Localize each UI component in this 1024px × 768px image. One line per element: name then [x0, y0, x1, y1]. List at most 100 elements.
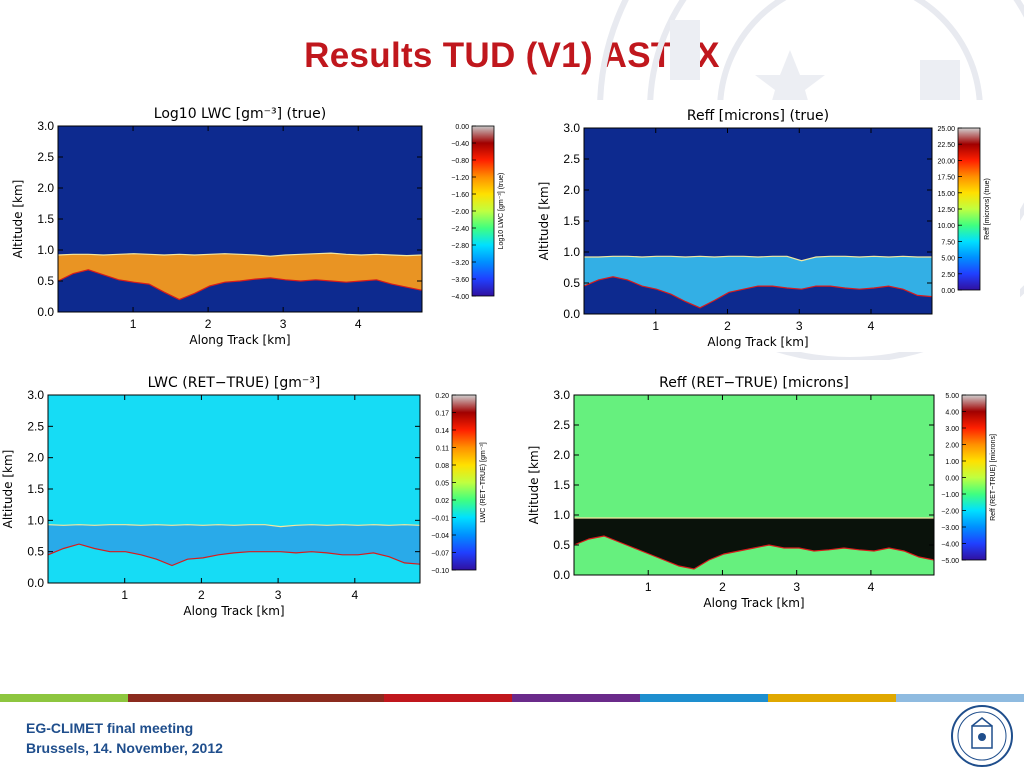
chart-panel-4: 0.0 0.5 1.0 1.5 2.0 2.5 3.0 1 2 3 4 Reff (RET−TRUE)… — [527, 370, 1020, 620]
plot-background — [48, 395, 420, 583]
y-tick-label: 1.5 — [553, 478, 570, 492]
y-axis-label: Altitude [km] — [1, 450, 15, 529]
footer-bar-segment — [256, 694, 384, 702]
y-tick-label: 0.0 — [563, 307, 580, 321]
cloud-base-line — [57, 269, 423, 301]
y-tick-label: 2.5 — [553, 418, 570, 432]
colorbar-tick-label: −0.07 — [431, 551, 449, 558]
colorbar-tick-label: −5.00 — [941, 558, 959, 565]
x-tick-label: 3 — [275, 588, 282, 602]
cloud-top-line — [47, 524, 421, 528]
footer-bar-segment — [896, 694, 1024, 702]
colorbar-tick-label: −0.80 — [451, 158, 469, 165]
x-tick-label: 4 — [868, 319, 875, 333]
footer-bar-segment — [512, 694, 640, 702]
colorbar-tick-label: 4.00 — [945, 410, 959, 417]
chart-title: Log10 LWC [gm⁻³] (true) — [154, 106, 326, 122]
colorbar-tick-label: −0.04 — [431, 533, 449, 540]
y-tick-label: 1.0 — [563, 245, 580, 259]
plot-background — [58, 126, 422, 312]
y-tick-label: 3.0 — [27, 388, 44, 402]
x-tick-label: 3 — [793, 580, 800, 594]
x-axis-label: Along Track [km] — [183, 604, 284, 618]
colorbar-label: LWC (RET−TRUE) [gm⁻³] — [480, 442, 487, 522]
colorbar-tick-label: −2.00 — [451, 209, 469, 216]
colorbar-tick-label: 7.50 — [941, 239, 955, 246]
cloud-top-line — [57, 252, 423, 257]
y-tick-label: 1.0 — [553, 508, 570, 522]
y-tick-label: 0.5 — [37, 274, 54, 288]
x-tick-label: 4 — [355, 317, 362, 331]
cloud-base-line — [583, 276, 933, 309]
x-tick-label: 2 — [205, 317, 212, 331]
cloud-top-line — [584, 255, 932, 262]
charts-area: 0.0 0.5 1.0 1.5 2.0 2.5 3.0 1 2 3 4 Log10 LWC [gm⁻³… — [1, 100, 1020, 630]
x-tick-label: 1 — [652, 319, 659, 333]
colorbar-tick-label: −1.00 — [941, 492, 959, 499]
chart-title: Reff (RET−TRUE) [microns] — [659, 375, 849, 391]
chart-title: Reff [microns] (true) — [687, 108, 829, 124]
y-axis-label: Altitude [km] — [11, 180, 25, 259]
x-tick-label: 2 — [719, 580, 726, 594]
colorbar-tick-label: −4.00 — [451, 294, 469, 301]
colorbar-tick-label: −0.40 — [451, 141, 469, 148]
x-tick-label: 1 — [121, 588, 128, 602]
colorbar-tick-label: 0.20 — [435, 393, 449, 400]
cloud-layer — [58, 253, 422, 300]
colorbar-tick-label: 0.11 — [436, 446, 449, 453]
y-tick-label: 1.5 — [37, 212, 54, 226]
y-tick-label: 2.0 — [563, 183, 580, 197]
colorbar-tick-label: 12.50 — [937, 207, 955, 214]
colorbar-tick-label: 0.02 — [435, 498, 449, 505]
y-tick-label: 2.5 — [37, 150, 54, 164]
colorbar-tick-label: −1.20 — [451, 175, 469, 182]
y-tick-label: 0.5 — [27, 545, 44, 559]
colorbar-tick-label: −4.00 — [941, 542, 959, 549]
chart-panel-2: 0.0 0.5 1.0 1.5 2.0 2.5 3.0 1 2 3 4 Reff [microns] … — [530, 100, 1020, 352]
y-tick-label: 1.0 — [37, 243, 54, 257]
y-tick-label: 0.5 — [563, 276, 580, 290]
y-tick-label: 1.5 — [563, 214, 580, 228]
y-tick-label: 3.0 — [37, 119, 54, 133]
colorbar-tick-label: 0.00 — [455, 124, 469, 131]
chart-title: LWC (RET−TRUE) [gm⁻³] — [148, 375, 321, 391]
y-tick-label: 0.0 — [553, 568, 570, 582]
colorbar-tick-label: 0.08 — [435, 463, 449, 470]
footer-bar-segment — [768, 694, 896, 702]
slide-title: Results TUD (V1) ASTEX — [304, 36, 720, 75]
y-tick-label: 1.0 — [27, 513, 44, 527]
colorbar-tick-label: 5.00 — [941, 256, 955, 263]
colorbar-tick-label: −0.01 — [431, 516, 449, 523]
colorbar-tick-label: 0.00 — [945, 476, 959, 483]
x-tick-label: 1 — [130, 317, 137, 331]
x-tick-label: 4 — [868, 580, 875, 594]
colorbar-tick-label: −2.00 — [941, 509, 959, 516]
chart-panel-3: 0.0 0.5 1.0 1.5 2.0 2.5 3.0 1 2 3 4 LWC (RET−TRUE) … — [1, 370, 516, 630]
x-tick-label: 3 — [796, 319, 803, 333]
x-axis-label: Along Track [km] — [703, 596, 804, 610]
footer-meeting: EG-CLIMET final meeting — [26, 720, 194, 736]
y-tick-label: 0.0 — [37, 305, 54, 319]
y-axis-label: Altitude [km] — [537, 182, 551, 261]
colorbar-tick-label: −0.10 — [431, 568, 449, 575]
y-tick-label: 2.0 — [37, 181, 54, 195]
x-axis-label: Along Track [km] — [707, 335, 808, 349]
colorbar-label: Reff (RET−TRUE) [microns] — [990, 434, 997, 521]
x-tick-label: 4 — [351, 588, 358, 602]
colorbar-tick-label: 1.00 — [945, 459, 959, 466]
colorbar-tick-label: −2.40 — [451, 226, 469, 233]
x-axis-label: Along Track [km] — [189, 333, 290, 347]
colorbar-tick-label: 0.17 — [435, 411, 449, 418]
x-tick-label: 3 — [280, 317, 287, 331]
footer-bar-segment — [640, 694, 768, 702]
y-tick-label: 1.5 — [27, 482, 44, 496]
colorbar-tick-label: 22.50 — [937, 142, 955, 149]
colorbar-tick-label: 5.00 — [945, 393, 959, 400]
colorbar-tick-label: 2.00 — [945, 443, 959, 450]
x-tick-label: 1 — [645, 580, 652, 594]
colorbar-tick-label: 15.00 — [937, 191, 955, 198]
y-tick-label: 2.0 — [553, 448, 570, 462]
y-tick-label: 2.0 — [27, 451, 44, 465]
y-tick-label: 0.5 — [553, 538, 570, 552]
footer-date: Brussels, 14. November, 2012 — [26, 740, 223, 756]
